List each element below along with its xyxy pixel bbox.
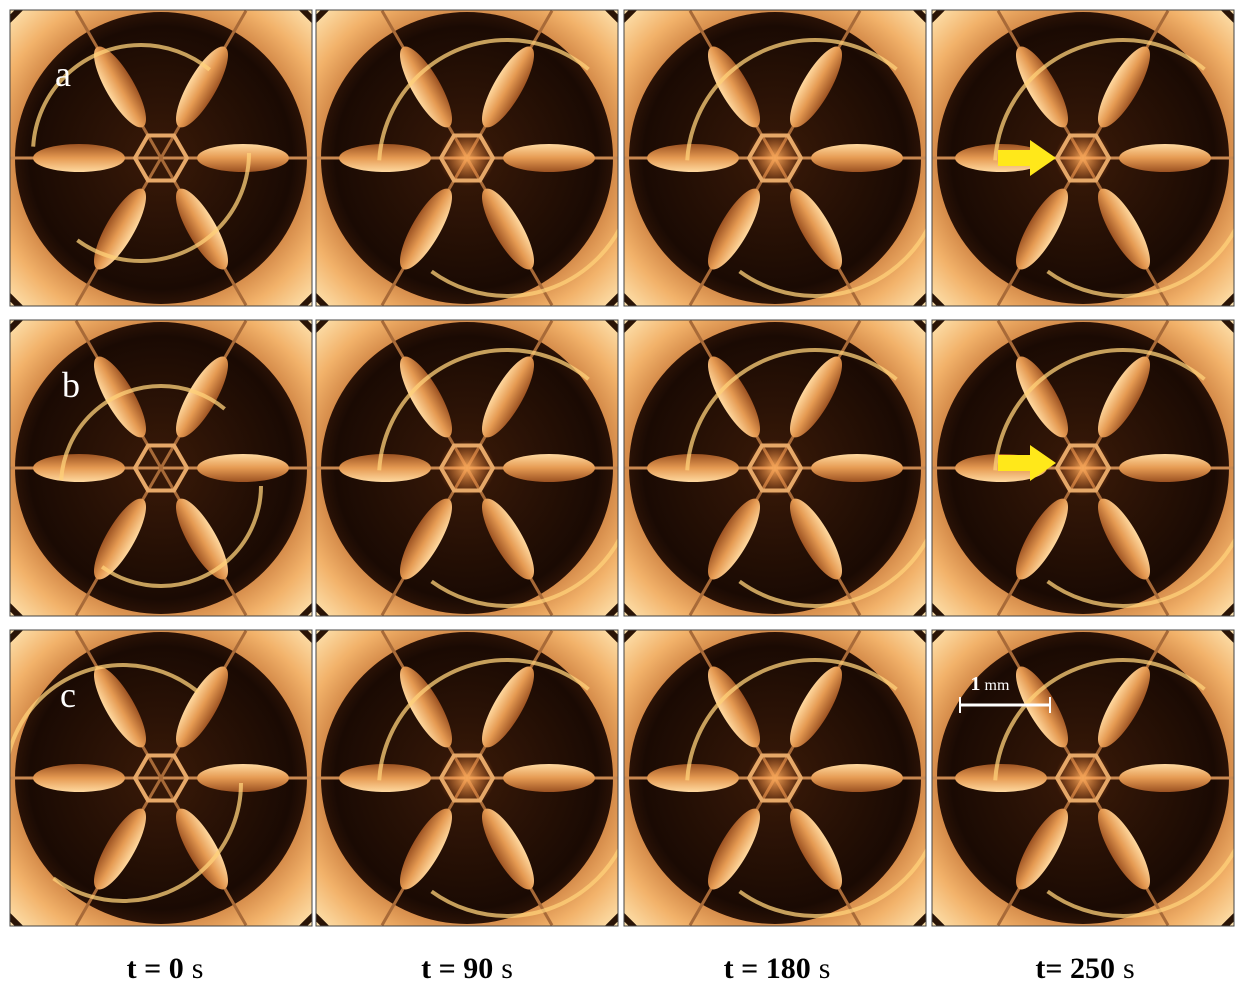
glow bbox=[439, 440, 495, 496]
electrode bbox=[1119, 454, 1211, 482]
image-panel bbox=[0, 278, 351, 658]
electrode bbox=[1119, 764, 1211, 792]
image-panel bbox=[277, 0, 657, 348]
panel-content bbox=[893, 278, 1236, 658]
electrode bbox=[339, 454, 431, 482]
panel-content bbox=[893, 0, 1236, 348]
electrode bbox=[33, 764, 125, 792]
time-label: t = 180s bbox=[724, 952, 831, 985]
glow bbox=[747, 130, 803, 186]
glow bbox=[439, 130, 495, 186]
glow bbox=[747, 440, 803, 496]
image-panel bbox=[893, 0, 1236, 348]
electrode bbox=[811, 764, 903, 792]
image-panel bbox=[585, 278, 965, 658]
panel-content bbox=[277, 278, 657, 658]
electrode bbox=[647, 144, 739, 172]
panel-content bbox=[585, 278, 965, 658]
time-value: t = 0 bbox=[127, 952, 184, 985]
image-panel bbox=[0, 588, 351, 968]
time-unit: s bbox=[1123, 952, 1135, 985]
glow bbox=[439, 750, 495, 806]
panel-content bbox=[0, 278, 351, 658]
time-value: t = 90 bbox=[421, 952, 493, 985]
panel-content bbox=[585, 0, 965, 348]
row-label: b bbox=[62, 365, 80, 405]
scale-unit: mm bbox=[985, 677, 1010, 694]
panel-content bbox=[893, 588, 1236, 968]
figure: t = 0st = 90st = 180st= 250s a b c 1mm bbox=[0, 0, 1236, 987]
electrode bbox=[503, 144, 595, 172]
panel-content bbox=[0, 588, 351, 968]
electrode bbox=[339, 764, 431, 792]
time-value: t = 180 bbox=[724, 952, 811, 985]
panel-content bbox=[0, 0, 351, 348]
electrode bbox=[811, 454, 903, 482]
glow bbox=[1055, 750, 1111, 806]
panel-content bbox=[277, 588, 657, 968]
row-label: c bbox=[60, 675, 76, 715]
scale-label: 1mm bbox=[971, 673, 1010, 695]
glow bbox=[747, 750, 803, 806]
image-panel bbox=[893, 278, 1236, 658]
time-unit: s bbox=[501, 952, 513, 985]
electrode bbox=[1119, 144, 1211, 172]
electrode bbox=[33, 454, 125, 482]
time-label: t = 90s bbox=[421, 952, 513, 985]
row-label: a bbox=[55, 54, 71, 94]
glow bbox=[1055, 440, 1111, 496]
electrode bbox=[197, 764, 289, 792]
electrode bbox=[811, 144, 903, 172]
image-panel bbox=[585, 588, 965, 968]
electrode bbox=[503, 764, 595, 792]
electrode bbox=[339, 144, 431, 172]
panel-content bbox=[277, 0, 657, 348]
panel-content bbox=[585, 588, 965, 968]
time-unit: s bbox=[819, 952, 831, 985]
image-panel bbox=[0, 0, 351, 348]
scale-value: 1 bbox=[971, 673, 981, 695]
electrode bbox=[197, 144, 289, 172]
glow bbox=[1055, 130, 1111, 186]
panels bbox=[0, 0, 1236, 968]
image-panel bbox=[585, 0, 965, 348]
time-value: t= 250 bbox=[1035, 952, 1115, 985]
electrode bbox=[647, 764, 739, 792]
electrode bbox=[503, 454, 595, 482]
time-unit: s bbox=[192, 952, 204, 985]
page: t = 0st = 90st = 180st= 250s a b c 1mm (… bbox=[0, 0, 1236, 987]
electrode bbox=[647, 454, 739, 482]
electrode bbox=[33, 144, 125, 172]
electrode bbox=[955, 764, 1047, 792]
image-panel bbox=[277, 588, 657, 968]
image-panel bbox=[893, 588, 1236, 968]
electrode bbox=[197, 454, 289, 482]
image-panel bbox=[277, 278, 657, 658]
